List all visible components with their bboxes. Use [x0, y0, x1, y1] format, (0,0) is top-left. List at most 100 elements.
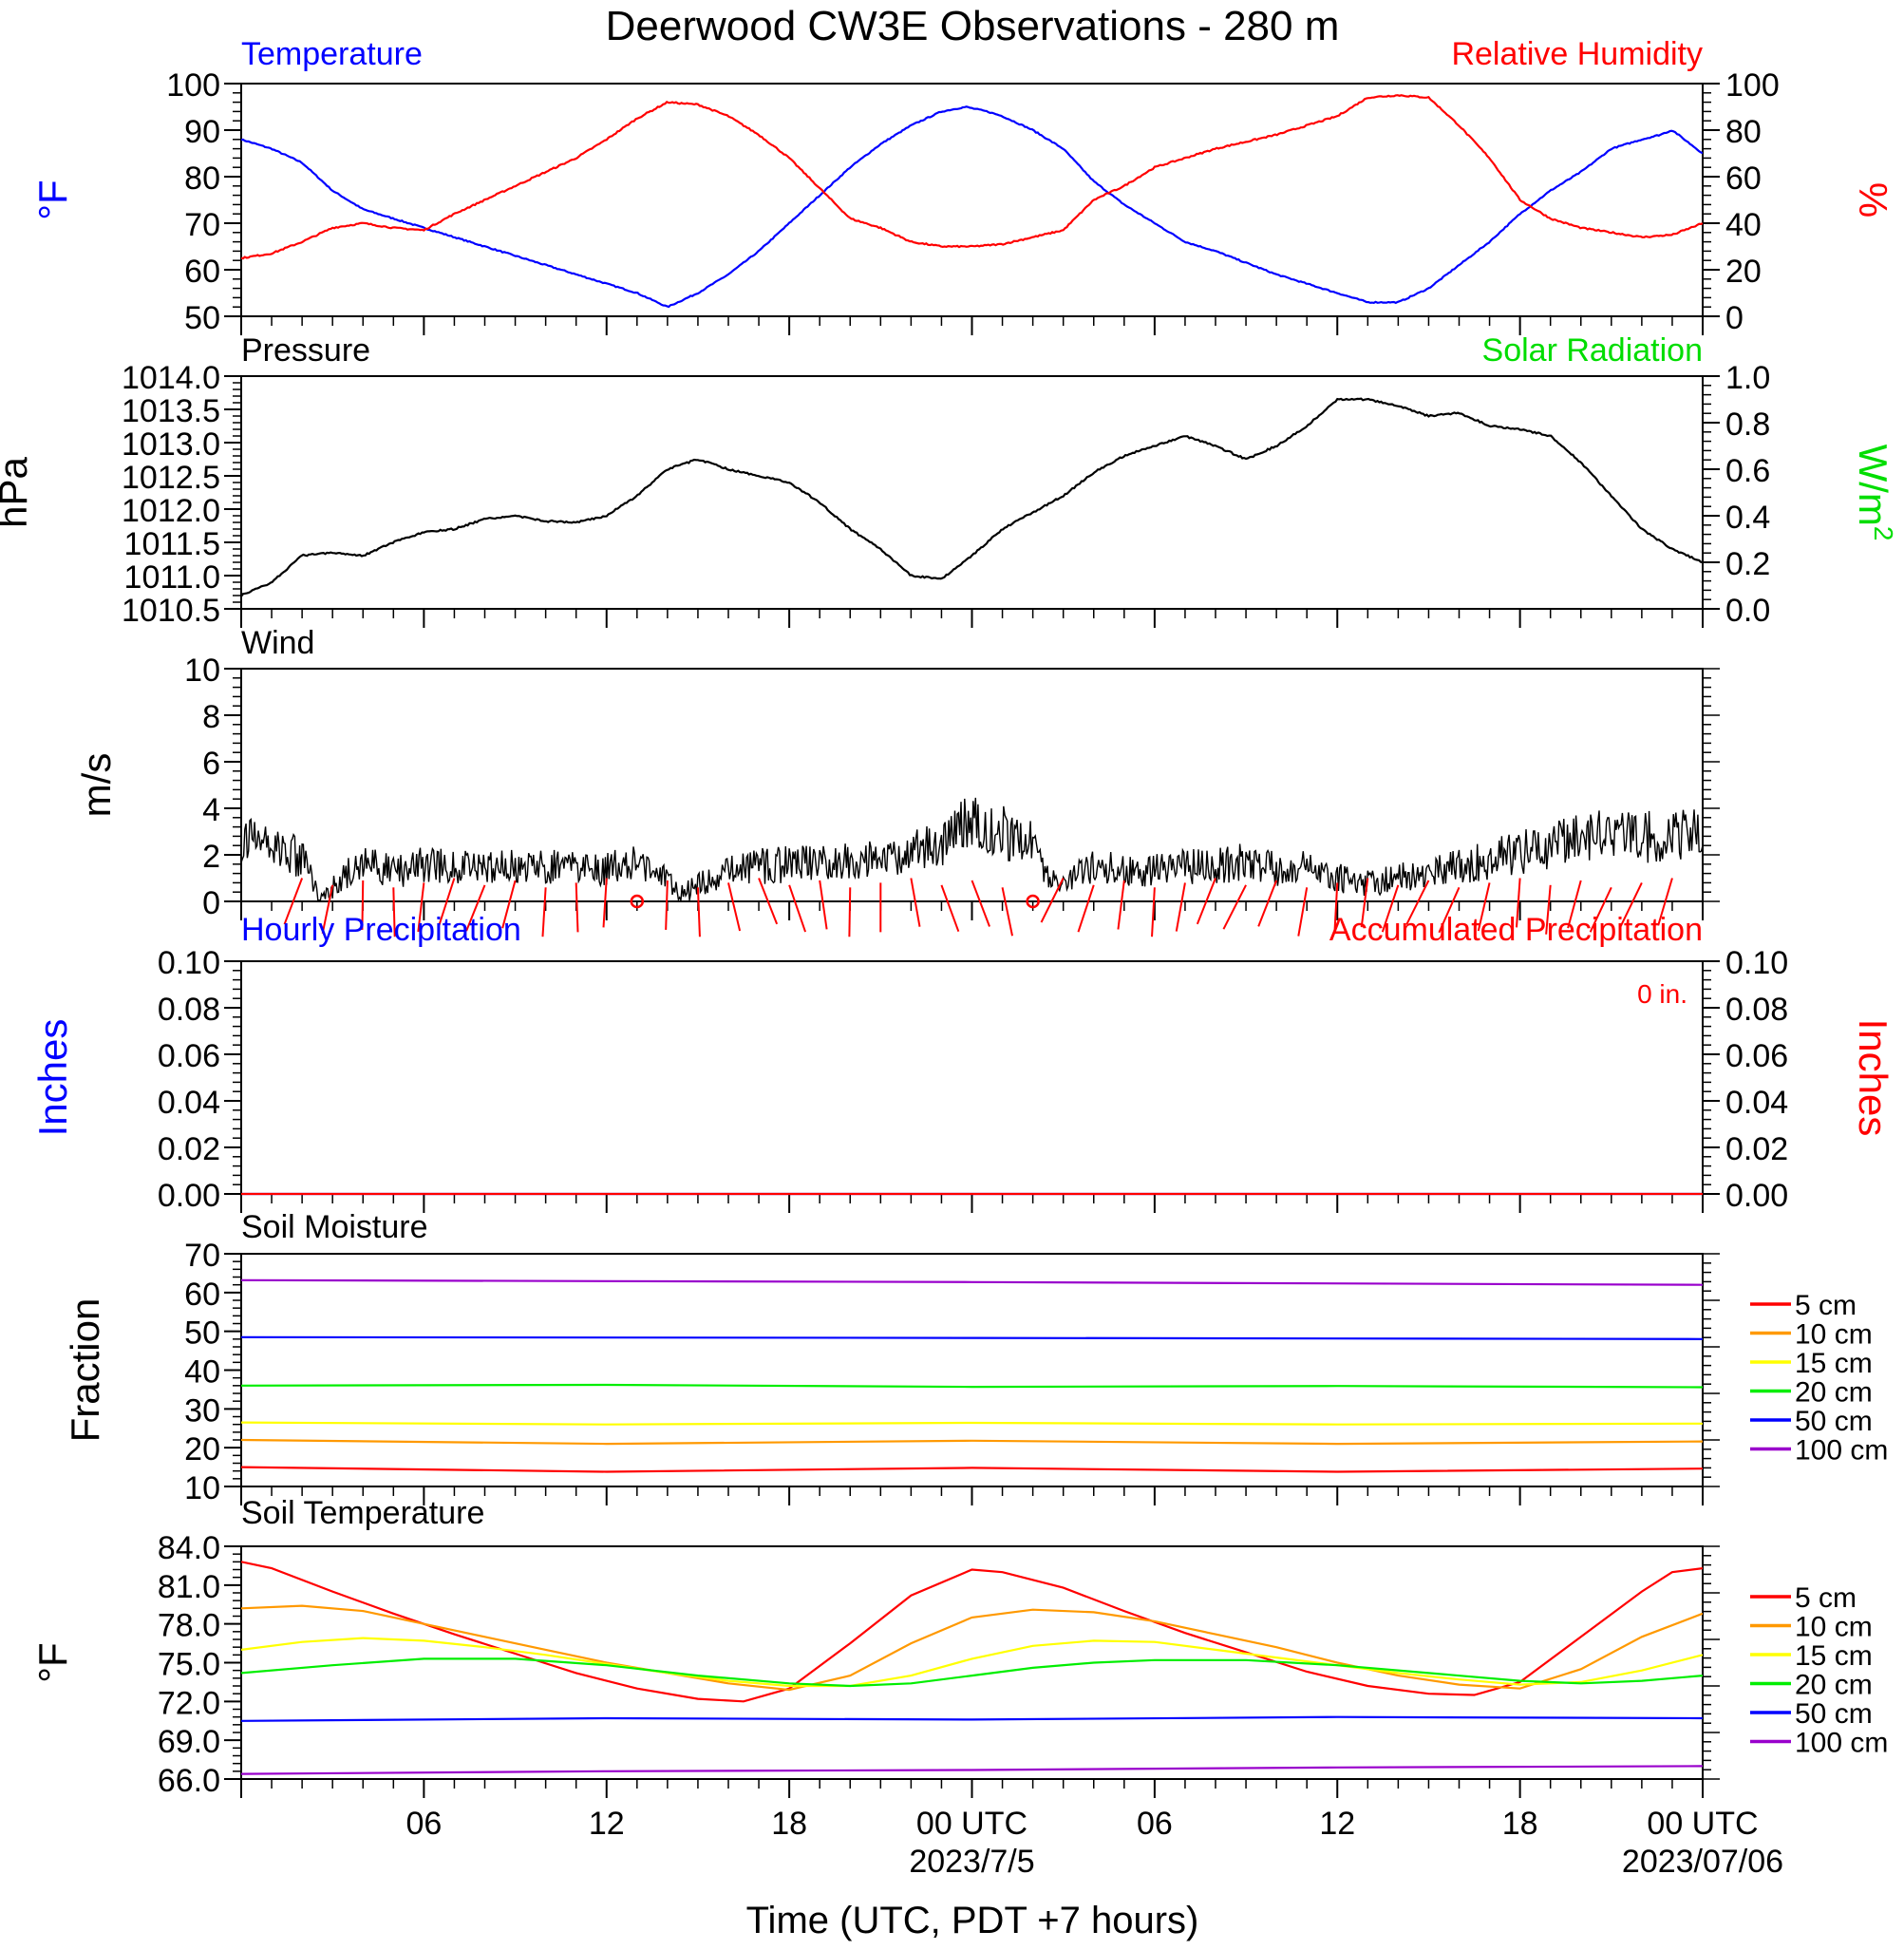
wind-barb — [283, 878, 304, 925]
y-axis-title-left: m/s — [74, 753, 119, 818]
wind-barb — [1175, 882, 1186, 932]
legend-label: 15 cm — [1795, 1348, 1873, 1379]
wind-barb — [1117, 880, 1125, 930]
y-right-tick-label: 0.4 — [1725, 500, 1770, 536]
panel-title-right: Solar Radiation — [1482, 332, 1703, 369]
y-tick-label: 72.0 — [158, 1685, 220, 1721]
y-tick-label: 50 — [184, 300, 220, 336]
y-tick-label: 75.0 — [158, 1647, 220, 1683]
wind-barb — [392, 887, 396, 937]
y-right-tick-label: 0.04 — [1725, 1085, 1788, 1121]
wind-barb — [1589, 886, 1612, 933]
x-tick-label: 06 — [405, 1806, 442, 1842]
y-tick-label: 70 — [184, 207, 220, 243]
series-wind — [241, 797, 1703, 902]
x-axis-title: Time (UTC, PDT +7 hours) — [746, 1900, 1199, 1941]
accumulated-total-label: 0 in. — [1637, 979, 1687, 1009]
legend-label: 50 cm — [1795, 1698, 1873, 1730]
y-tick-label: 70 — [184, 1238, 220, 1274]
series-50-cm — [241, 1335, 1703, 1340]
panel-frame — [240, 83, 1704, 317]
wind-barb — [1545, 884, 1552, 935]
y-tick-label: 2 — [202, 839, 220, 875]
wind-barb — [1333, 882, 1339, 933]
legend-label: 20 cm — [1795, 1670, 1873, 1701]
y-axis-title-left: Inches — [30, 1019, 75, 1137]
panel-precip: 0.00 0.02 0.04 0.06 0.08 0.10 0.00 0.02 0.04 0.06… — [30, 912, 1895, 1214]
y-axis-title-left: hPa — [0, 456, 35, 527]
wind-barb — [758, 878, 779, 925]
wind-barb — [940, 884, 960, 933]
y-right-tick-label: 80 — [1725, 114, 1762, 150]
series-pressure — [241, 397, 1703, 597]
y-right-tick-label: 0.6 — [1725, 453, 1770, 489]
x-date-label: 2023/7/5 — [909, 1844, 1034, 1880]
wind-barb — [1360, 878, 1369, 928]
legend-label: 15 cm — [1795, 1640, 1873, 1672]
y-tick-label: 40 — [184, 1354, 220, 1391]
y-right-tick-label: 20 — [1725, 254, 1762, 290]
panel-title-left: Pressure — [241, 332, 370, 369]
wind-barb — [819, 880, 828, 930]
wind-barb — [602, 878, 608, 928]
y-axis-title-left: Fraction — [63, 1298, 107, 1443]
legend-label: 5 cm — [1795, 1290, 1857, 1321]
y-tick-label: 1013.0 — [122, 426, 220, 463]
wind-barb — [910, 878, 921, 927]
y-right-tick-label: 0.00 — [1725, 1178, 1788, 1214]
y-tick-label: 1013.5 — [122, 393, 220, 429]
y-tick-label: 84.0 — [158, 1530, 220, 1566]
y-right-tick-label: 0.8 — [1725, 407, 1770, 443]
wind-barb — [971, 880, 990, 927]
y-tick-label: 1014.0 — [122, 360, 220, 396]
y-tick-label: 0.06 — [158, 1038, 220, 1074]
wind-barb — [417, 882, 425, 933]
panel-frame — [240, 668, 1704, 902]
calm-wind-marker — [1026, 894, 1040, 909]
panel-title-left: Soil Moisture — [241, 1209, 428, 1245]
series-20-cm — [241, 1657, 1703, 1688]
x-tick-label: 12 — [1319, 1806, 1355, 1842]
y-tick-label: 0.10 — [158, 945, 220, 981]
wind-barb — [1001, 887, 1013, 937]
y-axis-title-right: % — [1851, 182, 1895, 218]
y-tick-label: 6 — [202, 746, 220, 782]
y-tick-label: 0 — [202, 885, 220, 921]
y-tick-label: 0.08 — [158, 992, 220, 1028]
wind-barb — [1567, 880, 1582, 929]
wind-barb — [1619, 881, 1643, 928]
series-relative-humidity — [241, 94, 1703, 260]
series-20-cm — [241, 1383, 1703, 1389]
legend-label: 5 cm — [1795, 1582, 1857, 1614]
legend-label: 10 cm — [1795, 1612, 1873, 1643]
y-tick-label: 78.0 — [158, 1608, 220, 1644]
y-right-tick-label: 60 — [1725, 161, 1762, 197]
wind-barb — [1515, 878, 1521, 928]
y-tick-label: 69.0 — [158, 1724, 220, 1760]
panel-temp_rh: 50 60 70 80 90 100 0 20 40 60 80 100 Temperature Rela… — [30, 36, 1895, 336]
x-tick-label: 00 UTC — [1647, 1806, 1758, 1842]
wind-barb — [1151, 887, 1156, 937]
wind-barb — [575, 882, 579, 933]
panel-title-right: Accumulated Precipitation — [1329, 912, 1703, 948]
chart-title: Deerwood CW3E Observations - 280 m — [606, 3, 1340, 49]
wind-barb — [361, 880, 365, 930]
y-tick-label: 0.02 — [158, 1131, 220, 1167]
wind-barb — [1077, 884, 1095, 933]
panel-title-left: Soil Temperature — [241, 1495, 484, 1531]
y-right-tick-label: 0.02 — [1725, 1131, 1788, 1167]
panel-soil_temp: 66.069.072.075.078.081.084.0 Soil Tempera… — [30, 1495, 1888, 1799]
y-tick-label: 1011.5 — [124, 526, 220, 562]
wind-barb — [1438, 886, 1461, 934]
wind-barb — [438, 878, 456, 926]
legend-label: 10 cm — [1795, 1319, 1873, 1351]
panel-frame — [240, 960, 1704, 1195]
wind-barb — [1657, 878, 1673, 926]
y-tick-label: 50 — [184, 1316, 220, 1352]
series-temperature — [241, 105, 1703, 309]
x-tick-label: 12 — [589, 1806, 625, 1842]
series-15-cm — [241, 1637, 1703, 1688]
